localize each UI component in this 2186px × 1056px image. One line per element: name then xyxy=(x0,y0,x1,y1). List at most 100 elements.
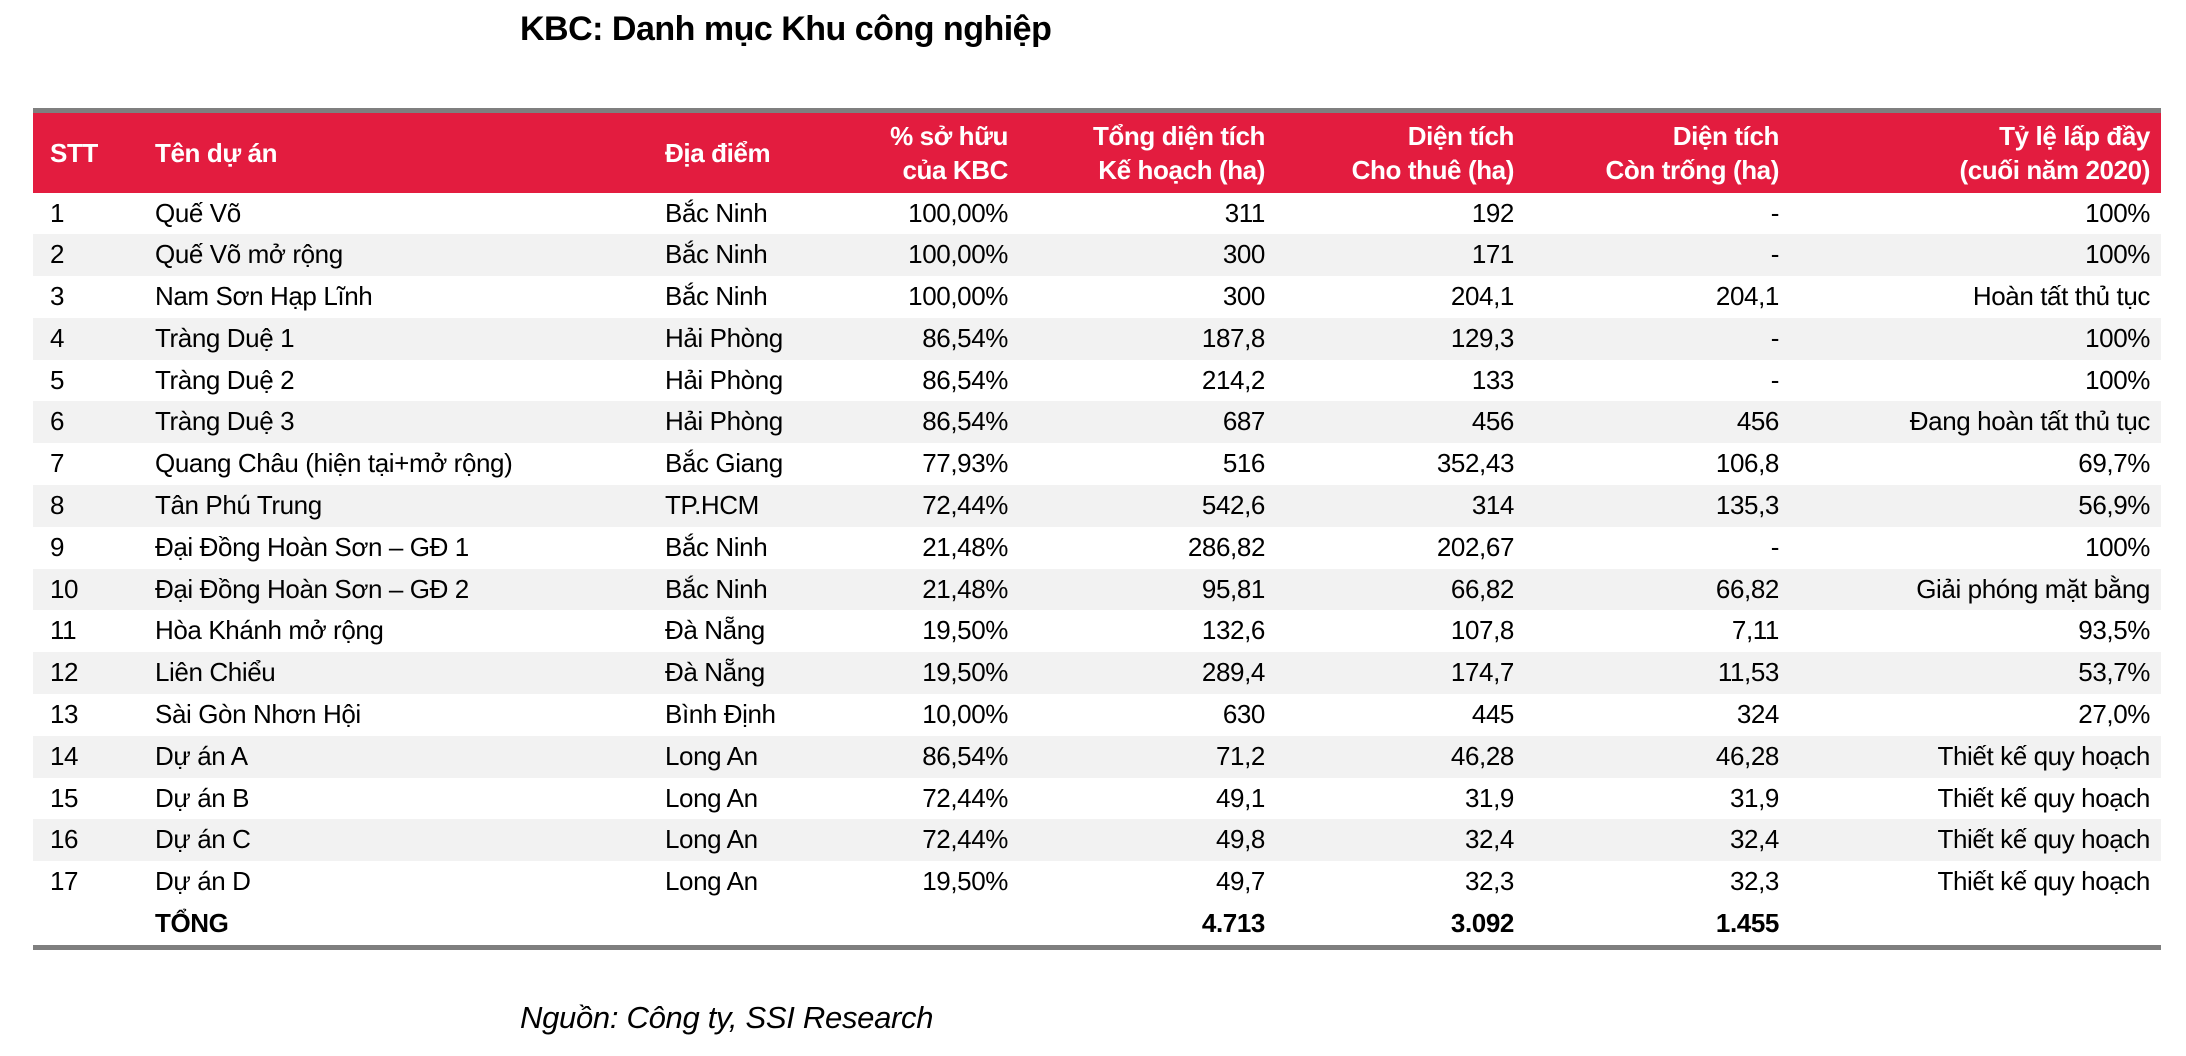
table-cell: 516 xyxy=(1222,448,1266,479)
table-cell: Hải Phòng xyxy=(665,364,783,395)
table-cell: 71,2 xyxy=(1215,740,1265,771)
table-cell: 2 xyxy=(50,239,65,270)
table-header: STT Tên dự án Địa điểm % sở hữu của KBC … xyxy=(33,108,2161,193)
total-cell xyxy=(33,903,138,947)
table-cell: 687 xyxy=(1222,406,1266,437)
table-cell: 72,44% xyxy=(922,490,1008,521)
table-cell: - xyxy=(1770,197,1780,228)
table-cell: 135,3 xyxy=(1715,490,1779,521)
table-row: 4 Tràng Duệ 1 Hải Phòng 86,54% 187,8 129,3 - 10… xyxy=(33,317,2161,360)
table-cell: 129,3 xyxy=(1450,322,1514,353)
table-cell: 95,81 xyxy=(1201,573,1265,604)
table-cell: Hòa Khánh mở rộng xyxy=(155,615,384,646)
table-cell: Quế Võ xyxy=(155,197,241,228)
table-cell: Hải Phòng xyxy=(665,406,783,437)
table-cell: 456 xyxy=(1736,406,1780,437)
column-header-label: Tổng diện tích xyxy=(1092,120,1265,151)
table-cell: 46,28 xyxy=(1450,740,1514,771)
table-cell: Dự án D xyxy=(155,866,251,897)
table-cell: 49,8 xyxy=(1215,824,1265,855)
table-row: 8 Tân Phú Trung TP.HCM 72,44% 542,6 314 135,3 5… xyxy=(33,485,2161,527)
table-row: 15 Dự án B Long An 72,44% 49,1 31,9 31,9 Thiết … xyxy=(33,778,2161,820)
table-cell: - xyxy=(1770,364,1780,395)
table-row: 1 Quế Võ Bắc Ninh 100,00% 311 192 - 100% xyxy=(33,193,2161,235)
table-total-row: TỔNG 4.713 3.092 1.455 xyxy=(33,903,2161,948)
table-cell: Hoàn tất thủ tục xyxy=(1972,281,2151,312)
table-cell: 542,6 xyxy=(1201,490,1265,521)
table-cell: Long An xyxy=(665,782,758,813)
table-cell: 192 xyxy=(1471,197,1515,228)
total-cell xyxy=(838,903,1013,947)
column-header-ten-du-an: Tên dự án xyxy=(138,108,648,193)
table-cell: 49,1 xyxy=(1215,782,1265,813)
table-cell: Long An xyxy=(665,866,758,897)
table-cell: 5 xyxy=(50,364,65,395)
table-cell: 19,50% xyxy=(922,657,1008,688)
table-cell: 93,5% xyxy=(2078,615,2150,646)
table-cell: 32,4 xyxy=(1464,824,1514,855)
table-cell: - xyxy=(1770,531,1780,562)
table-cell: 630 xyxy=(1222,699,1266,730)
total-cell xyxy=(648,903,838,947)
column-header-ty-le-lap-day: Tỷ lệ lấp đầy (cuối năm 2020) xyxy=(1784,108,2161,193)
table-row: 14 Dự án A Long An 86,54% 71,2 46,28 46,28 Thiế… xyxy=(33,735,2161,778)
table-cell: 11 xyxy=(50,615,77,646)
table-cell: 7,11 xyxy=(1731,615,1779,646)
column-header-dia-diem: Địa điểm xyxy=(648,108,838,193)
column-header-label: Cho thuê (ha) xyxy=(1351,154,1515,185)
table-cell: - xyxy=(1770,322,1780,353)
table-cell: 12 xyxy=(50,657,79,688)
table-row: 11 Hòa Khánh mở rộng Đà Nẵng 19,50% 132,6 107… xyxy=(33,610,2161,652)
table-cell: 456 xyxy=(1471,406,1515,437)
column-header-stt: STT xyxy=(33,108,138,193)
table-cell: 6 xyxy=(50,406,65,437)
column-header-tong-dien-tich: Tổng diện tích Kế hoạch (ha) xyxy=(1013,108,1270,193)
table-cell: Bắc Giang xyxy=(665,448,783,479)
table-cell: 204,1 xyxy=(1715,281,1779,312)
table-row: 6 Tràng Duệ 3 Hải Phòng 86,54% 687 456 456 Đang… xyxy=(33,401,2161,444)
table-cell: Tràng Duệ 2 xyxy=(155,364,295,395)
table-cell: 214,2 xyxy=(1201,364,1265,395)
table-cell: 11,53 xyxy=(1717,657,1780,688)
table-cell: Nam Sơn Hạp Lĩnh xyxy=(155,281,373,312)
table-cell: 86,54% xyxy=(922,406,1008,437)
table-cell: 100% xyxy=(2085,531,2150,562)
table-cell: 100,00% xyxy=(908,197,1008,228)
table-cell: 174,7 xyxy=(1450,657,1514,688)
table-cell: 100,00% xyxy=(908,239,1008,270)
table-cell: 300 xyxy=(1222,281,1266,312)
table-cell: Sài Gòn Nhơn Hội xyxy=(155,699,361,730)
column-header-dien-tich-cho-thue: Diện tích Cho thuê (ha) xyxy=(1270,108,1519,193)
table-row: 9 Đại Đồng Hoàn Sơn – GĐ 1 Bắc Ninh 21,48% 2… xyxy=(33,527,2161,569)
table-cell: Tràng Duệ 1 xyxy=(155,322,295,353)
table-row: 10 Đại Đồng Hoàn Sơn – GĐ 2 Bắc Ninh 21,48%… xyxy=(33,568,2161,611)
page-title: KBC: Danh mục Khu công nghiệp xyxy=(520,10,1052,48)
column-header-label: Tỷ lệ lấp đầy xyxy=(1999,120,2150,151)
table-cell: 72,44% xyxy=(922,824,1008,855)
table-cell: Long An xyxy=(665,740,758,771)
table-cell: 133 xyxy=(1471,364,1515,395)
table-cell: Thiết kế quy hoạch xyxy=(1937,782,2151,813)
table-cell: - xyxy=(1770,239,1780,270)
column-header-label: Diện tích xyxy=(1407,120,1515,151)
table-cell: 19,50% xyxy=(922,866,1008,897)
table-cell: Thiết kế quy hoạch xyxy=(1937,824,2151,855)
table-cell: 72,44% xyxy=(922,782,1008,813)
total-cell xyxy=(1784,903,2161,947)
column-header-label: % sở hữu xyxy=(890,120,1008,151)
table-cell: 7 xyxy=(50,448,65,479)
column-header-label: Còn trống (ha) xyxy=(1605,154,1780,185)
table-cell: 187,8 xyxy=(1201,322,1265,353)
table-cell: 445 xyxy=(1471,699,1515,730)
table-cell: 19,50% xyxy=(922,615,1008,646)
table-row: 17 Dự án D Long An 19,50% 49,7 32,3 32,3 Thiết … xyxy=(33,861,2161,903)
table-row: 13 Sài Gòn Nhơn Hội Bình Định 10,00% 630 445 3… xyxy=(33,694,2161,736)
table-row: 2 Quế Võ mở rộng Bắc Ninh 100,00% 300 171 - 100… xyxy=(33,234,2161,277)
table-cell: Tân Phú Trung xyxy=(155,490,322,521)
table-cell: 32,4 xyxy=(1729,824,1779,855)
table-cell: Giải phóng mặt bằng xyxy=(1916,573,2150,604)
table-cell: Đà Nẵng xyxy=(665,615,765,646)
table-cell: 27,0% xyxy=(2078,699,2150,730)
table-cell: 66,82 xyxy=(1450,573,1514,604)
table-cell: 10 xyxy=(50,573,79,604)
